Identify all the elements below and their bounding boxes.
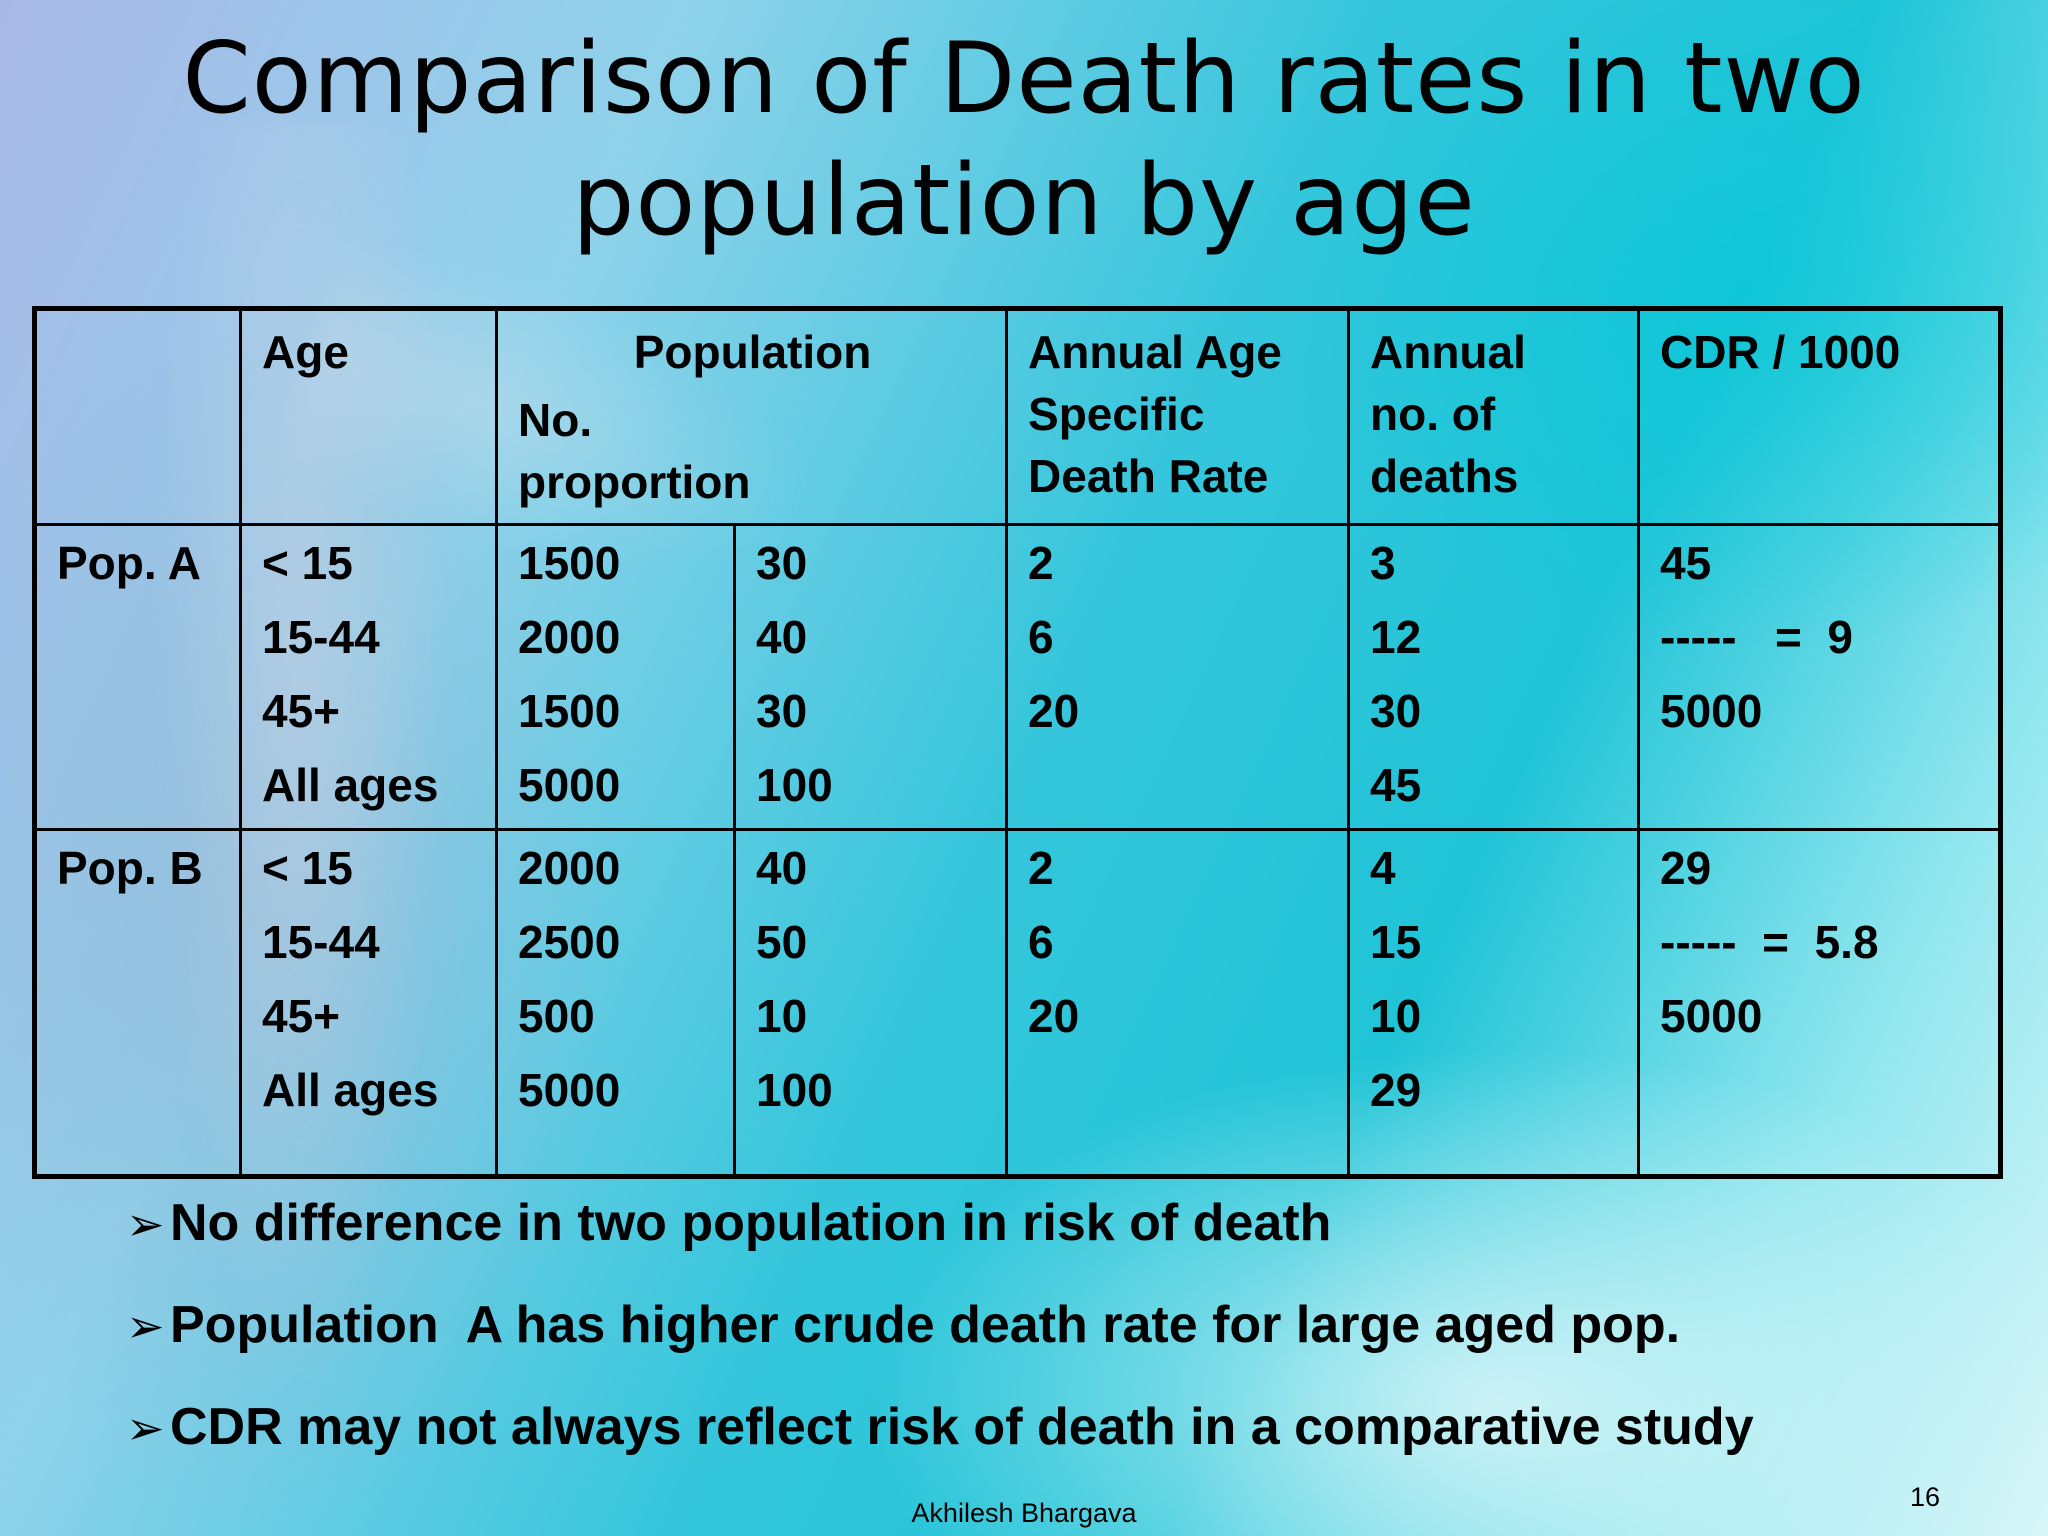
asdr-cell: 2 6 20	[1005, 523, 1351, 831]
population-number: 5000	[518, 759, 621, 811]
bullet-item: ➢ Population A has higher crude death rat…	[126, 1290, 1754, 1392]
population-number: 1500	[518, 685, 621, 737]
arrow-bullet-icon: ➢	[126, 1197, 165, 1251]
table-header-row: Age Population No. proportion Annual Age…	[33, 307, 2003, 526]
slide-title-line2: population by age	[572, 144, 1476, 258]
header-age: Age	[239, 307, 498, 526]
asdr-value: 20	[1028, 685, 1080, 737]
cdr-numerator: 45	[1660, 537, 1712, 589]
deaths-cell: 4 15 10 29	[1347, 828, 1641, 1178]
slide-title-line1: Comparison of Death rates in two	[182, 22, 1866, 136]
header-population: Population No. proportion	[494, 307, 1009, 526]
cdr-fraction-line: ----- = 5.8	[1660, 916, 1879, 968]
deaths-value: 45	[1370, 759, 1422, 811]
cdr-denominator: 5000	[1660, 990, 1763, 1042]
population-number: 2000	[518, 842, 621, 894]
age-value: 45+	[262, 685, 341, 737]
deaths-value: 30	[1370, 685, 1422, 737]
population-number-cell: 1500 2000 1500 5000	[495, 523, 736, 831]
age-value: All ages	[262, 759, 439, 811]
deaths-value: 12	[1370, 611, 1422, 663]
asdr-value: 6	[1028, 916, 1054, 968]
population-number: 5000	[518, 1064, 621, 1116]
header-deaths: Annual no. of deaths	[1347, 307, 1641, 526]
asdr-value	[1028, 1059, 1329, 1133]
header-asdr-line: Annual Age	[1028, 326, 1282, 378]
death-rate-table: Age Population No. proportion Annual Age…	[32, 306, 2004, 1179]
population-proportion: 40	[756, 611, 808, 663]
bullet-text: CDR may not always reflect risk of death…	[170, 1398, 1754, 1456]
population-proportion: 100	[756, 759, 833, 811]
age-value: All ages	[262, 1064, 439, 1116]
group-label-cell: Pop. B	[33, 828, 242, 1178]
cdr-cell: 29 ----- = 5.8 5000	[1637, 828, 2003, 1178]
population-proportion: 30	[756, 685, 808, 737]
deaths-value: 15	[1370, 916, 1422, 968]
asdr-value: 6	[1028, 611, 1054, 663]
arrow-bullet-icon: ➢	[126, 1401, 165, 1455]
population-proportion-cell: 40 50 10 100	[732, 828, 1009, 1178]
header-asdr-line: Death Rate	[1028, 450, 1269, 502]
header-asdr: Annual Age Specific Death Rate	[1005, 307, 1351, 526]
header-deaths-line: Annual	[1370, 326, 1526, 378]
header-asdr-line: Specific	[1028, 388, 1205, 440]
deaths-value: 10	[1370, 990, 1422, 1042]
group-label-cell: Pop. A	[33, 523, 242, 831]
asdr-value	[1028, 754, 1329, 828]
page-number: 16	[1910, 1482, 1941, 1512]
population-number-cell: 2000 2500 500 5000	[495, 828, 736, 1178]
population-number: 500	[518, 990, 595, 1042]
table-row-pop-a: Pop. A < 15 15-44 45+ All ages 1500 2000…	[33, 523, 2003, 831]
header-age-label: Age	[262, 326, 349, 378]
population-number: 2000	[518, 611, 621, 663]
population-proportion: 100	[756, 1064, 833, 1116]
population-proportion: 10	[756, 990, 808, 1042]
deaths-value: 3	[1370, 537, 1396, 589]
header-population-label: Population	[633, 326, 872, 378]
age-value: < 15	[262, 537, 353, 589]
population-proportion: 50	[756, 916, 808, 968]
asdr-value: 2	[1028, 842, 1054, 894]
group-label: Pop. A	[57, 537, 201, 589]
bullet-item: ➢ CDR may not always reflect risk of deat…	[126, 1392, 1754, 1494]
footer-author: Akhilesh Bhargava	[911, 1498, 1137, 1528]
table-row-pop-b: Pop. B < 15 15-44 45+ All ages 2000 2500…	[33, 828, 2003, 1178]
population-proportion-cell: 30 40 30 100	[732, 523, 1009, 831]
group-label: Pop. B	[57, 842, 203, 894]
deaths-value: 4	[1370, 842, 1396, 894]
age-value: 15-44	[262, 611, 380, 663]
age-value: 45+	[262, 990, 341, 1042]
slide-title: Comparison of Death rates in two populat…	[0, 18, 2048, 262]
arrow-bullet-icon: ➢	[126, 1299, 165, 1353]
asdr-value: 2	[1028, 537, 1054, 589]
deaths-value: 29	[1370, 1064, 1422, 1116]
cdr-cell: 45 ----- = 9 5000	[1637, 523, 2003, 831]
population-number: 1500	[518, 537, 621, 589]
age-value: 15-44	[262, 916, 380, 968]
population-proportion: 40	[756, 842, 808, 894]
age-cell: < 15 15-44 45+ All ages	[239, 828, 498, 1178]
deaths-cell: 3 12 30 45	[1347, 523, 1641, 831]
header-group	[33, 307, 242, 526]
conclusion-bullets: ➢ No difference in two population in risk…	[126, 1188, 1754, 1494]
header-population-no: No.	[518, 394, 593, 446]
asdr-cell: 2 6 20	[1005, 828, 1351, 1178]
bullet-text: No difference in two population in risk …	[170, 1194, 1332, 1252]
cdr-denominator: 5000	[1660, 685, 1763, 737]
asdr-value: 20	[1028, 990, 1080, 1042]
population-number: 2500	[518, 916, 621, 968]
bullet-item: ➢ No difference in two population in risk…	[126, 1188, 1754, 1290]
header-population-proportion: proportion	[518, 456, 751, 508]
header-cdr: CDR / 1000	[1637, 307, 2003, 526]
cdr-fraction-line: ----- = 9	[1660, 611, 1853, 663]
header-population-sub: No. proportion	[518, 383, 987, 513]
header-deaths-line: deaths	[1370, 450, 1519, 502]
header-deaths-line: no. of	[1370, 388, 1496, 440]
age-cell: < 15 15-44 45+ All ages	[239, 523, 498, 831]
age-value: < 15	[262, 842, 353, 894]
bullet-text: Population A has higher crude death rate…	[170, 1296, 1681, 1354]
header-cdr-label: CDR / 1000	[1660, 326, 1901, 378]
population-proportion: 30	[756, 537, 808, 589]
cdr-numerator: 29	[1660, 842, 1712, 894]
